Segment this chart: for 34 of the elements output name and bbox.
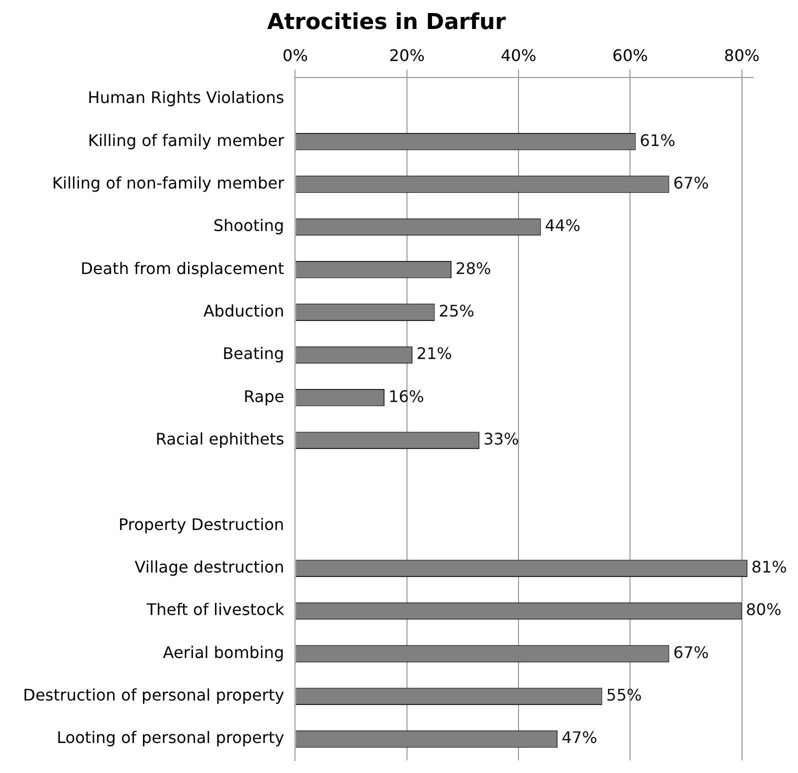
x-tick-label: 60% <box>612 46 648 66</box>
y-tick-label: Destruction of personal property <box>23 686 284 705</box>
data-label: 21% <box>416 344 452 364</box>
y-tick-label: Village destruction <box>134 558 284 577</box>
y-tick-label: Human Rights Violations <box>88 88 284 108</box>
data-label: 44% <box>544 216 580 236</box>
data-label: 28% <box>456 258 492 278</box>
data-label: 25% <box>438 301 474 320</box>
data-label: 16% <box>388 386 424 406</box>
y-tick-label: Killing of non-family member <box>52 173 285 192</box>
y-tick-label: Killing of family member <box>88 130 285 150</box>
data-label: 80% <box>746 600 782 620</box>
data-label: 61% <box>640 130 676 150</box>
data-label: 55% <box>606 686 642 705</box>
y-tick-label: Beating <box>222 344 284 364</box>
y-tick-label: Property Destruction <box>118 514 284 534</box>
y-tick-label: Aerial bombing <box>162 642 284 662</box>
y-tick-label: Racial ephithets <box>156 429 284 448</box>
chart-title: Atrocities in Darfur <box>267 10 506 35</box>
y-tick-label: Theft of livestock <box>146 600 285 620</box>
x-tick-label: 80% <box>724 46 760 66</box>
data-label: 67% <box>673 642 709 662</box>
x-tick-label: 0% <box>282 46 308 66</box>
y-tick-label: Shooting <box>213 216 284 236</box>
data-label: 81% <box>751 558 787 577</box>
y-tick-label: Rape <box>244 386 284 406</box>
x-tick-label: 40% <box>500 46 536 66</box>
data-label: 33% <box>483 429 519 448</box>
y-tick-label: Abduction <box>203 301 284 320</box>
y-tick-label: Death from displacement <box>80 258 284 278</box>
data-label: 47% <box>562 728 598 748</box>
x-tick-label: 20% <box>389 46 425 66</box>
y-tick-label: Looting of personal property <box>56 728 284 748</box>
data-label: 67% <box>673 173 709 192</box>
